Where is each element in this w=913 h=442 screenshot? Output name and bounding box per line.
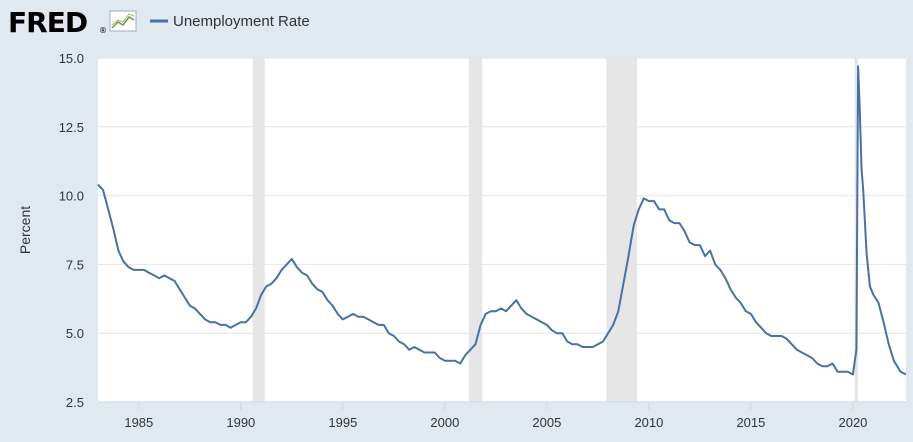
plot-area: [98, 58, 906, 402]
y-tick-label: 10.0: [59, 189, 84, 204]
x-tick-label: 1990: [226, 415, 255, 430]
series-line-0[interactable]: [97, 65, 907, 376]
header: FRED ® Unemployment Rate: [8, 6, 310, 39]
y-tick-label: 2.5: [66, 395, 84, 410]
legend-label[interactable]: Unemployment Rate: [173, 13, 310, 30]
fred-registered-mark: ®: [99, 26, 107, 35]
x-tick-label: 1985: [124, 415, 153, 430]
y-axis: 2.5 5.0 7.5 10.0 12.5 15.0: [59, 51, 84, 410]
y-tick-label: 7.5: [66, 257, 84, 272]
y-tick-label: 15.0: [59, 51, 84, 66]
x-tick-label: 2005: [532, 415, 561, 430]
recession-band-0: [252, 58, 265, 402]
y-tick-label: 12.5: [59, 120, 84, 135]
x-tick-label: 1995: [328, 415, 357, 430]
y-axis-title: Percent: [17, 206, 33, 254]
recession-band-1: [468, 58, 483, 402]
x-tick-label: 2020: [838, 415, 867, 430]
series-layer: [97, 65, 907, 376]
x-tick-label: 2000: [430, 415, 459, 430]
x-tick-label: 2010: [634, 415, 663, 430]
y-tick-label: 5.0: [66, 326, 84, 341]
x-axis: 1985 1990 1995 2000 2005 2010 2015 2020: [98, 401, 906, 430]
fred-graph-icon: [109, 10, 137, 32]
recession-bands: [252, 58, 859, 402]
fred-logo-text[interactable]: FRED: [8, 6, 88, 39]
x-tick-label: 2015: [736, 415, 765, 430]
